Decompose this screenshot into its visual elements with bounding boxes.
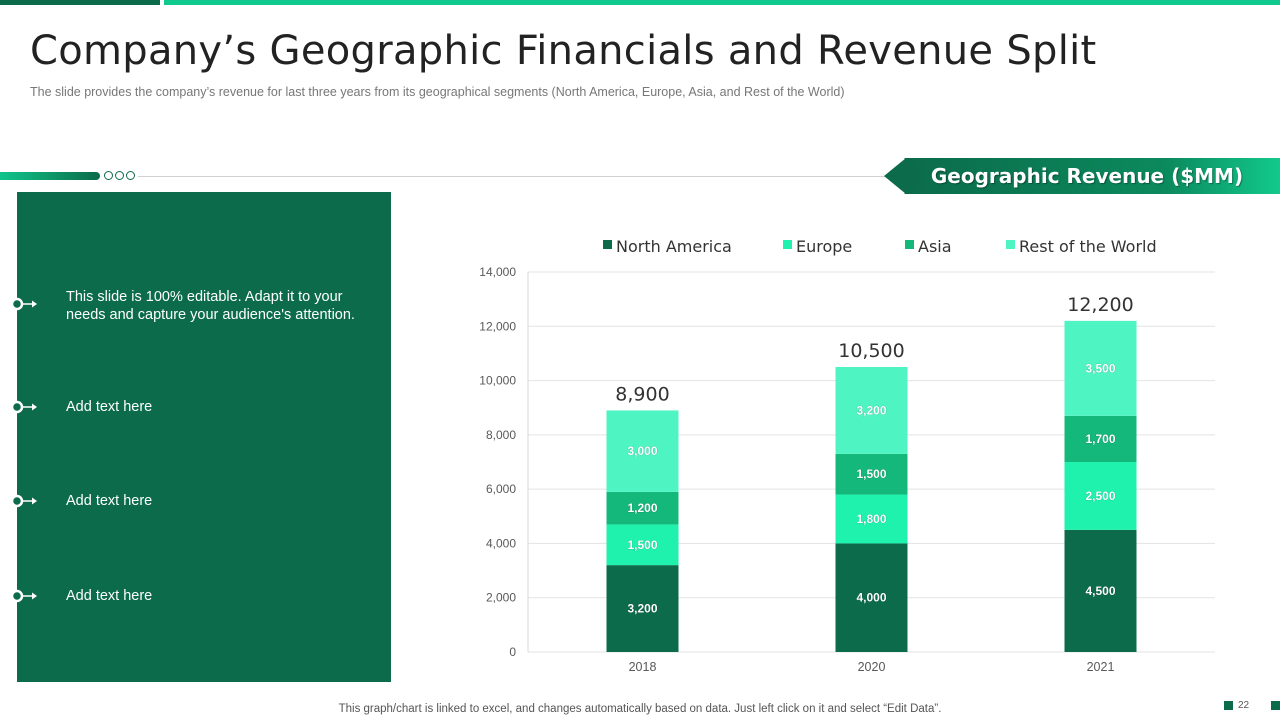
banner-title: Geographic Revenue ($MM) xyxy=(930,164,1244,188)
bar-segment xyxy=(835,367,908,454)
bar-segment xyxy=(606,491,679,525)
bar-segment xyxy=(1064,462,1137,530)
y-tick-label: 4,000 xyxy=(486,536,516,550)
bar-segment xyxy=(1064,320,1137,416)
bar-segment xyxy=(1064,415,1137,462)
bar-segment xyxy=(1064,529,1137,652)
y-tick-label: 0 xyxy=(509,645,516,659)
x-tick-label: 2018 xyxy=(629,660,657,674)
bullet-arrow-icon xyxy=(10,297,37,311)
bar-segment xyxy=(835,543,908,652)
data-label: 4,000 xyxy=(856,591,886,605)
legend-label: Rest of the World xyxy=(1019,237,1157,256)
bullet-arrow-icon xyxy=(10,589,37,603)
legend-swatch xyxy=(603,240,612,249)
divider-line xyxy=(138,176,898,177)
slide-subtitle: The slide provides the company’s revenue… xyxy=(30,85,845,99)
data-label: 2,500 xyxy=(1085,489,1115,503)
legend-label: Europe xyxy=(796,237,852,256)
bullet-text: Add text here xyxy=(66,493,153,509)
total-label: 10,500 xyxy=(838,340,904,362)
divider-dot xyxy=(126,171,135,180)
y-tick-label: 6,000 xyxy=(486,482,516,496)
top-accent-bar-light xyxy=(164,0,1280,5)
bar-segment xyxy=(606,565,679,652)
page-marker-left xyxy=(1224,701,1233,710)
divider-dot xyxy=(115,171,124,180)
divider-dots xyxy=(104,171,135,180)
page-number: 22 xyxy=(1238,700,1250,711)
legend-label: North America xyxy=(616,237,732,256)
bullet-text: Add text here xyxy=(66,588,153,604)
total-label: 12,200 xyxy=(1067,294,1133,316)
legend-swatch xyxy=(1006,240,1015,249)
chart-canvas: 0 2,000 4,000 6,000 8,000 10,000 12,000 14,000 3… xyxy=(479,237,1215,674)
top-accent-bar-dark xyxy=(0,0,160,5)
banner-shape xyxy=(884,158,1280,194)
total-label: 8,900 xyxy=(615,383,669,405)
bullet-text: Add text here xyxy=(66,399,153,415)
bullet-text: This slide is 100% editable. Adapt it to… xyxy=(66,289,355,323)
bullet-arrow-icon xyxy=(10,494,37,508)
revenue-chart: 0 2,000 4,000 6,000 8,000 10,000 12,000 14,000 3… xyxy=(420,195,1280,695)
slide-title: Company’s Geographic Financials and Reve… xyxy=(30,28,1097,74)
y-tick-label: 12,000 xyxy=(479,319,516,333)
bullet-arrow-icon xyxy=(10,400,37,414)
data-label: 1,500 xyxy=(856,467,886,481)
legend-swatch xyxy=(905,240,914,249)
divider-dot xyxy=(104,171,113,180)
y-tick-label: 8,000 xyxy=(486,428,516,442)
data-label: 1,700 xyxy=(1085,432,1115,446)
y-tick-label: 10,000 xyxy=(479,374,516,388)
x-tick-label: 2020 xyxy=(858,660,886,674)
data-label: 3,000 xyxy=(627,444,657,458)
legend-swatch xyxy=(783,240,792,249)
data-label: 1,200 xyxy=(627,501,657,515)
data-label: 3,200 xyxy=(627,602,657,616)
legend-label: Asia xyxy=(918,237,952,256)
text-panel: This slide is 100% editable. Adapt it to… xyxy=(10,192,391,682)
x-tick-label: 2021 xyxy=(1087,660,1115,674)
data-label: 3,500 xyxy=(1085,361,1115,375)
footnote: This graph/chart is linked to excel, and… xyxy=(0,703,1280,715)
y-tick-label: 2,000 xyxy=(486,591,516,605)
bar-segment xyxy=(835,494,908,544)
divider-bar xyxy=(0,172,100,180)
data-label: 1,500 xyxy=(627,538,657,552)
bar-segment xyxy=(835,453,908,495)
data-label: 1,800 xyxy=(856,512,886,526)
bar-segment xyxy=(606,410,679,492)
chart-banner: Geographic Revenue ($MM) xyxy=(884,158,1280,194)
bar-segment xyxy=(606,524,679,566)
data-label: 3,200 xyxy=(856,403,886,417)
y-tick-label: 14,000 xyxy=(479,265,516,279)
footnote-text: This graph/chart is linked to excel, and… xyxy=(338,703,942,715)
page-marker-right xyxy=(1271,701,1280,710)
data-label: 4,500 xyxy=(1085,584,1115,598)
